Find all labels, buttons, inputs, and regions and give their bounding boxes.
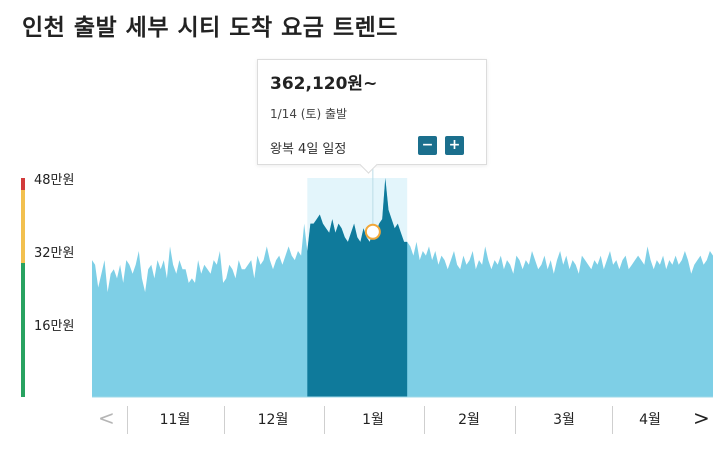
scale-bar-mid: [21, 190, 25, 263]
month-separator: [127, 406, 128, 434]
month-separator: [612, 406, 613, 434]
month-tab-apr[interactable]: 4월: [639, 412, 661, 428]
increase-days-button[interactable]: +: [445, 136, 464, 155]
month-separator: [515, 406, 516, 434]
month-tab-jan[interactable]: 1월: [362, 412, 384, 428]
month-tab-feb[interactable]: 2월: [458, 412, 480, 428]
prev-month-button[interactable]: <: [98, 406, 115, 430]
month-tab-dec[interactable]: 12월: [257, 412, 289, 428]
scale-bar-high: [21, 178, 25, 190]
tooltip-price: 362,120원~: [270, 74, 378, 94]
y-tick-label-48: 48만원: [34, 173, 75, 188]
page-title: 인천 출발 세부 시티 도착 요금 트렌드: [22, 15, 398, 41]
price-tooltip: 362,120원~ 1/14 (토) 출발 왕복 4일 일정 − +: [257, 59, 487, 165]
next-month-button[interactable]: >: [693, 406, 710, 430]
month-tab-nov[interactable]: 11월: [159, 412, 191, 428]
y-tick-label-32: 32만원: [34, 246, 75, 261]
month-separator: [324, 406, 325, 434]
tooltip-trip-length: 왕복 4일 일정: [270, 142, 347, 157]
month-separator: [224, 406, 225, 434]
highlight-marker[interactable]: [364, 223, 381, 240]
selected-range-area[interactable]: [307, 178, 408, 397]
decrease-days-button[interactable]: −: [418, 136, 437, 155]
scale-bar-low: [21, 263, 25, 397]
y-tick-label-16: 16만원: [34, 319, 75, 334]
tooltip-departure-date: 1/14 (토) 출발: [270, 107, 348, 121]
month-tab-mar[interactable]: 3월: [553, 412, 575, 428]
month-separator: [424, 406, 425, 434]
